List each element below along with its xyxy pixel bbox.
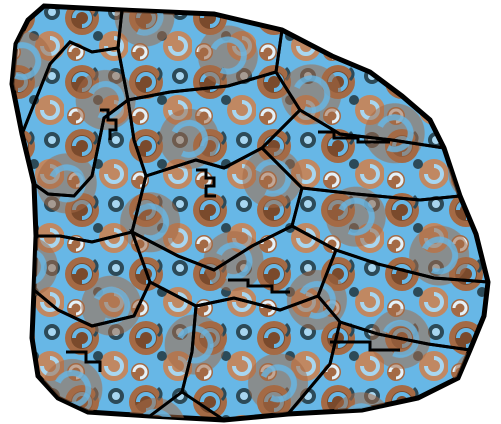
pixel-seams — [66, 108, 400, 372]
piece-bottom-right[interactable] — [284, 320, 473, 416]
